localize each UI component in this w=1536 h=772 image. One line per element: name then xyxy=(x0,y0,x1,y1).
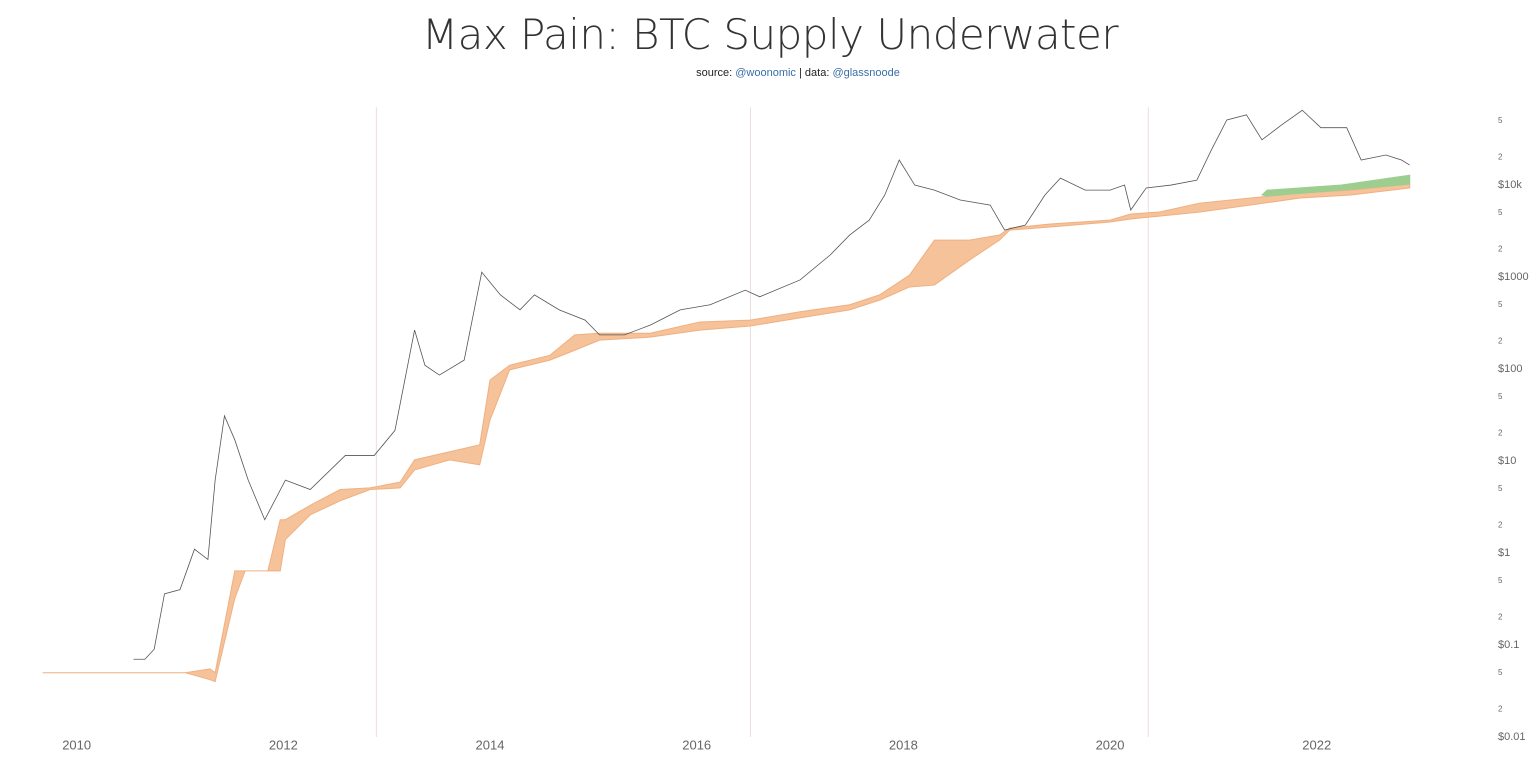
link[interactable]: @glassnoode xyxy=(832,67,900,79)
y-tick-label: $0.01 xyxy=(1498,731,1526,743)
band xyxy=(42,183,1411,683)
link[interactable]: @woonomic xyxy=(735,67,796,79)
y-tick-label: $0.1 xyxy=(1498,639,1519,651)
x-tick-label: 2018 xyxy=(889,737,918,752)
subtitle-text: source: xyxy=(696,67,733,79)
y-tick-label: $10k xyxy=(1498,179,1522,191)
y-tick-label: 2 xyxy=(1498,704,1503,713)
subtitle-text: | data: xyxy=(799,67,830,79)
y-tick-label: 5 xyxy=(1498,208,1503,217)
band xyxy=(1260,174,1411,197)
y-tick-label: 2 xyxy=(1498,244,1503,253)
x-tick-label: 2020 xyxy=(1096,737,1125,752)
y-tick-label: 2 xyxy=(1498,152,1503,161)
x-tick-label: 2010 xyxy=(62,737,91,752)
y-tick-label: 5 xyxy=(1498,300,1503,309)
y-tick-label: $10 xyxy=(1498,455,1516,467)
chart-title: Max Pain: BTC Supply Underwater xyxy=(421,10,1119,59)
y-tick-label: 2 xyxy=(1498,336,1503,345)
y-tick-label: 2 xyxy=(1498,612,1503,621)
y-tick-label: 5 xyxy=(1498,484,1503,493)
y-tick-label: $1000 xyxy=(1498,271,1529,283)
x-tick-label: 2016 xyxy=(682,737,711,752)
price-line xyxy=(133,109,1410,660)
y-tick-label: $100 xyxy=(1498,363,1522,375)
y-tick-label: 2 xyxy=(1498,520,1503,529)
y-tick-label: 5 xyxy=(1498,116,1503,125)
x-tick-label: 2012 xyxy=(269,737,298,752)
y-tick-label: 5 xyxy=(1498,668,1503,677)
subtitle: source: @woonomic | data: @glassnoode xyxy=(0,67,1536,79)
y-tick-label: 2 xyxy=(1498,428,1503,437)
x-tick-label: 2014 xyxy=(476,737,505,752)
y-tick-label: $1 xyxy=(1498,547,1510,559)
y-tick-label: 5 xyxy=(1498,392,1503,401)
y-tick-label: 5 xyxy=(1498,576,1503,585)
x-tick-label: 2022 xyxy=(1302,737,1331,752)
